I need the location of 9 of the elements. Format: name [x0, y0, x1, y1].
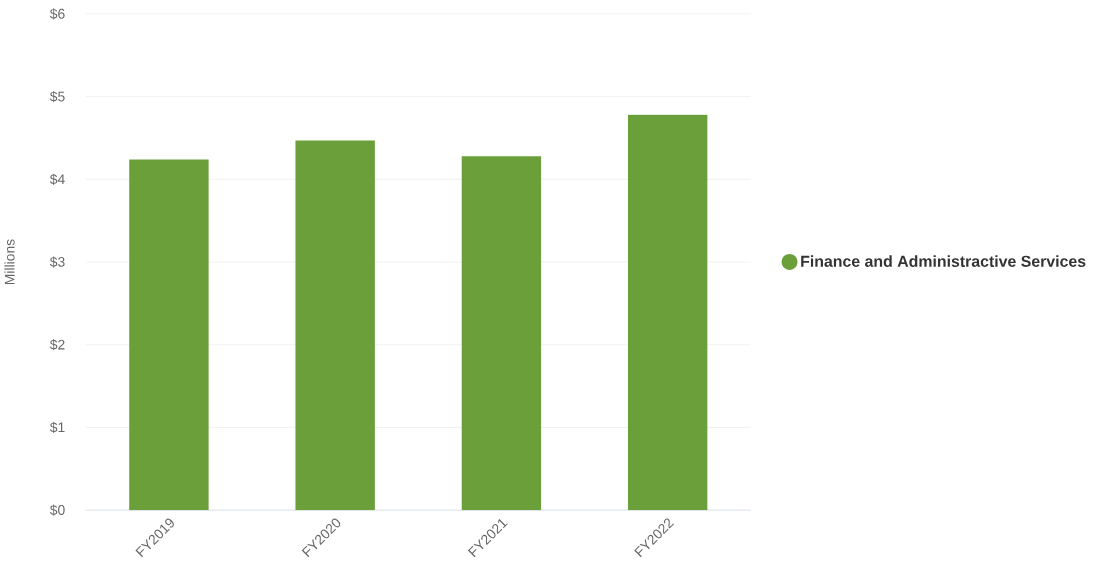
y-tick-label: $1 — [49, 421, 65, 434]
y-tick-label: $2 — [49, 339, 65, 351]
y-tick-label: $3 — [49, 256, 65, 268]
y-tick-label: $4 — [49, 173, 65, 186]
y-tick-label: $6 — [49, 8, 65, 20]
y-tick-label: $5 — [49, 91, 65, 103]
y-axis-title: Millions — [4, 239, 15, 285]
y-tick-label: $0 — [49, 504, 65, 516]
legend-label: Finance and Administractive Services — [801, 255, 1086, 268]
